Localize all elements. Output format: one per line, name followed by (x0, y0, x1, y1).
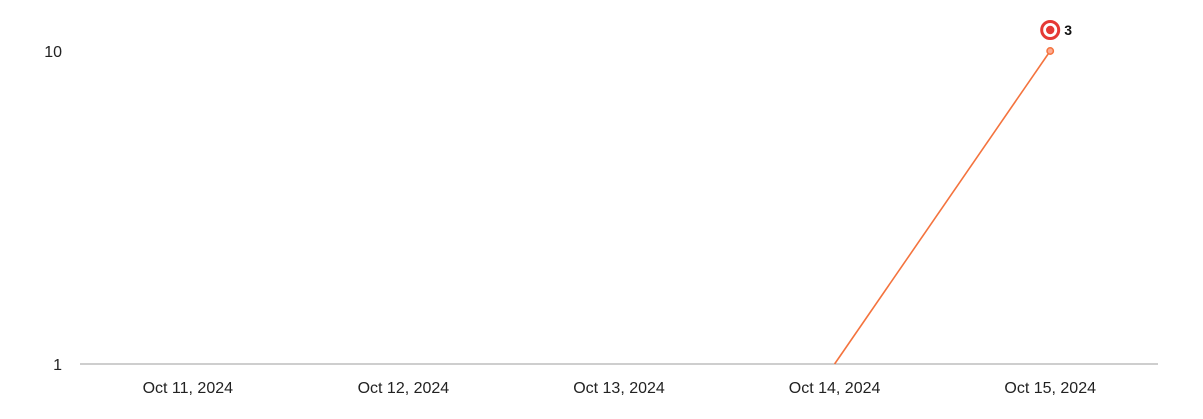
series-line (833, 50, 1051, 365)
x-tick-label: Oct 15, 2024 (1004, 380, 1096, 397)
x-axis: Oct 11, 2024 Oct 12, 2024 Oct 13, 2024 Oct … (143, 380, 1097, 397)
series-layer (833, 47, 1055, 365)
x-tick-label: Oct 12, 2024 (358, 380, 450, 397)
x-tick-label: Oct 11, 2024 (143, 380, 234, 397)
y-axis: 10 1 (44, 44, 62, 374)
annotation-count: 3 (1064, 22, 1072, 38)
x-tick-label: Oct 13, 2024 (573, 380, 665, 397)
x-tick-label: Oct 14, 2024 (789, 380, 881, 397)
data-point[interactable] (1046, 47, 1055, 55)
annotation-layer: 3 (1040, 20, 1073, 40)
y-tick-label: 10 (44, 44, 62, 61)
y-tick-label: 1 (53, 357, 62, 374)
target-icon (1040, 20, 1061, 40)
annotation-badge[interactable]: 3 (1040, 20, 1073, 40)
